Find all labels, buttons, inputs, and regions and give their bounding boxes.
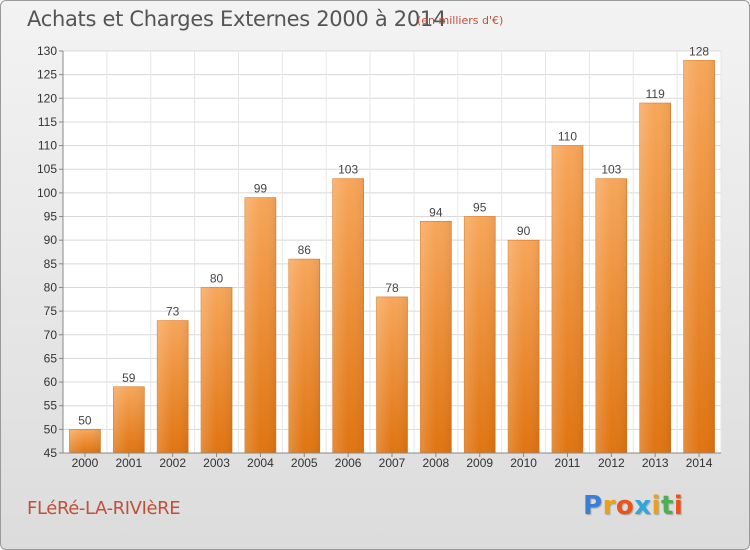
- y-tick-label: 55: [44, 399, 58, 413]
- x-tick-label: 2013: [642, 456, 669, 470]
- bar-shine: [332, 178, 364, 453]
- x-tick-label: 2000: [72, 456, 99, 470]
- bar-value-label: 99: [254, 182, 268, 196]
- bar-value-label: 95: [473, 201, 487, 215]
- y-tick-label: 100: [37, 186, 57, 200]
- axes: 45 50 55 60 65 70 75 80 85 90 95 100 105 110 115 120 125…: [37, 44, 721, 470]
- x-tick-label: 2009: [466, 456, 493, 470]
- bar-shine: [420, 221, 452, 453]
- bar-shine: [201, 287, 233, 453]
- y-tick-label: 120: [37, 91, 57, 105]
- y-tick-label: 50: [44, 422, 58, 436]
- bar-value-label: 110: [558, 130, 577, 144]
- y-tick-label: 75: [44, 304, 58, 318]
- bar-value-label: 90: [517, 224, 531, 238]
- x-tick-label: 2001: [115, 456, 142, 470]
- y-tick-label: 130: [37, 44, 57, 58]
- logo-letter: P: [583, 491, 603, 521]
- bar-shine: [595, 178, 627, 453]
- x-tick-label: 2011: [555, 456, 581, 470]
- y-tick-label: 65: [44, 351, 58, 365]
- bar-shine: [508, 240, 540, 453]
- bar-shine: [683, 60, 715, 453]
- x-tick-label: 2002: [159, 456, 186, 470]
- chart-unit: (en milliers d'€): [417, 14, 504, 27]
- bar-shine: [157, 320, 189, 453]
- logo-letter: o: [615, 491, 635, 521]
- y-tick-label: 115: [38, 115, 57, 129]
- proxiti-logo: Proxiti: [583, 491, 683, 521]
- x-tick-label: 2008: [423, 456, 450, 470]
- bar-value-label: 73: [166, 305, 180, 319]
- bar-value-label: 94: [429, 205, 443, 219]
- x-tick-label: 2005: [291, 456, 318, 470]
- bar-value-label: 128: [689, 44, 709, 58]
- x-tick-label: 2004: [247, 456, 274, 470]
- x-tick-label: 2003: [203, 456, 230, 470]
- bar-shine: [464, 216, 496, 453]
- x-tick-label: 2014: [686, 456, 713, 470]
- y-tick-label: 125: [37, 68, 57, 82]
- y-tick-label: 45: [44, 446, 58, 460]
- bar-shine: [551, 145, 583, 453]
- bar-value-label: 59: [122, 371, 136, 385]
- bar-value-label: 80: [210, 271, 224, 285]
- bar-value-label: 86: [298, 243, 312, 257]
- x-tick-label: 2006: [335, 456, 362, 470]
- bar-shine: [288, 259, 320, 453]
- bar-value-label: 103: [601, 163, 621, 177]
- bar-shine: [376, 296, 408, 453]
- logo-letter: r: [602, 491, 616, 521]
- logo-letter: i: [673, 491, 684, 521]
- commune-name: FLéRé-LA-RIVIèRE: [27, 498, 181, 519]
- bar-value-label: 78: [385, 281, 399, 295]
- logo-letter: x: [634, 491, 652, 521]
- y-tick-label: 105: [37, 162, 57, 176]
- y-tick-label: 60: [44, 375, 58, 389]
- y-tick-label: 95: [44, 210, 58, 224]
- chart-title: Achats et Charges Externes 2000 à 2014: [27, 7, 447, 31]
- y-tick-label: 80: [44, 280, 58, 294]
- bar-shine: [113, 386, 145, 453]
- x-tick-label: 2012: [598, 456, 625, 470]
- y-tick-label: 70: [44, 328, 58, 342]
- bar-shine: [639, 103, 671, 453]
- bar-value-label: 119: [646, 87, 665, 101]
- x-tick-label: 2010: [510, 456, 537, 470]
- logo-letter: i: [651, 491, 661, 521]
- bar-shine: [244, 197, 276, 453]
- bar-value-label: 50: [78, 413, 92, 427]
- logo-letter: t: [660, 491, 674, 521]
- y-tick-label: 85: [44, 257, 58, 271]
- bar-shine: [69, 429, 101, 453]
- y-tick-label: 90: [44, 233, 58, 247]
- y-tick-label: 110: [38, 139, 57, 153]
- x-tick-label: 2007: [379, 456, 406, 470]
- bars: 50 59 73 80 99 86 103 78 94 95 90 110 103 119 128: [69, 44, 715, 454]
- bar-value-label: 103: [338, 163, 358, 177]
